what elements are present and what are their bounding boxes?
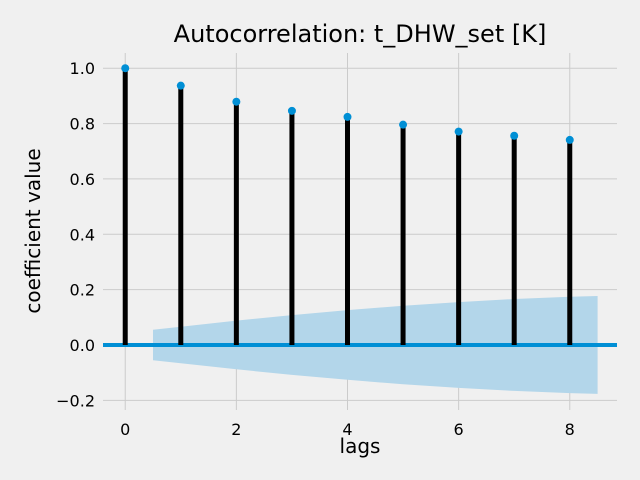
marker-lag-7 xyxy=(510,131,519,140)
y-axis-label: coefficient value xyxy=(21,148,45,313)
marker-lag-4 xyxy=(343,112,352,121)
x-axis-label: lags xyxy=(340,434,381,458)
x-tick-label-1: 2 xyxy=(231,420,241,439)
y-tick-label-4: 0.6 xyxy=(70,170,95,189)
y-tick-label-3: 0.4 xyxy=(70,225,95,244)
marker-lag-8 xyxy=(565,135,574,144)
chart-title: Autocorrelation: t_DHW_set [K] xyxy=(174,20,547,48)
y-tick-label-0: −0.2 xyxy=(56,391,95,410)
x-tick-labels: 0 2 4 6 8 xyxy=(120,420,575,439)
markers xyxy=(121,64,574,144)
marker-lag-1 xyxy=(176,81,185,90)
y-tick-labels: −0.2 0.0 0.2 0.4 0.6 0.8 1.0 xyxy=(56,59,95,410)
x-tick-label-2: 4 xyxy=(342,420,352,439)
x-tick-label-0: 0 xyxy=(120,420,130,439)
y-tick-label-6: 1.0 xyxy=(70,59,95,78)
y-tick-label-1: 0.0 xyxy=(70,336,95,355)
y-tick-label-5: 0.8 xyxy=(70,115,95,134)
marker-lag-3 xyxy=(287,106,296,115)
marker-lag-0 xyxy=(121,64,130,73)
x-tick-label-3: 6 xyxy=(454,420,464,439)
marker-lag-5 xyxy=(399,120,408,129)
y-tick-label-2: 0.2 xyxy=(70,281,95,300)
marker-lag-2 xyxy=(232,97,241,106)
marker-lag-6 xyxy=(454,127,463,136)
stems xyxy=(122,68,573,345)
x-tick-label-4: 8 xyxy=(565,420,575,439)
